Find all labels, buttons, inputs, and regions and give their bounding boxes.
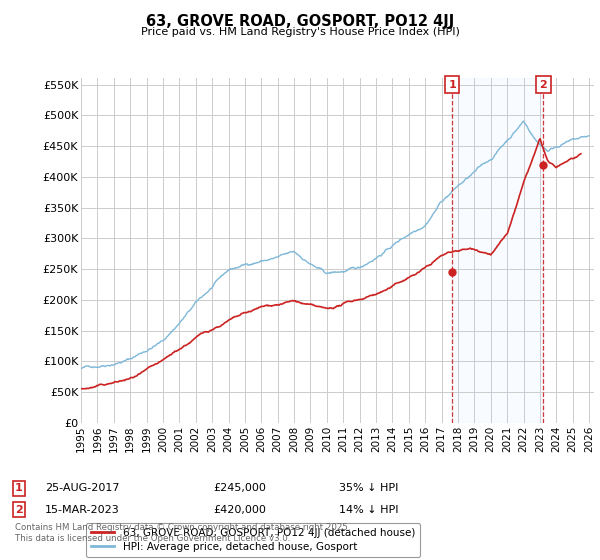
Text: Contains HM Land Registry data © Crown copyright and database right 2025.: Contains HM Land Registry data © Crown c…	[15, 523, 350, 532]
Text: 35% ↓ HPI: 35% ↓ HPI	[339, 483, 398, 493]
Text: £245,000: £245,000	[213, 483, 266, 493]
Text: 1: 1	[15, 483, 23, 493]
Text: Price paid vs. HM Land Registry's House Price Index (HPI): Price paid vs. HM Land Registry's House …	[140, 27, 460, 37]
Text: 15-MAR-2023: 15-MAR-2023	[45, 505, 120, 515]
Text: 14% ↓ HPI: 14% ↓ HPI	[339, 505, 398, 515]
Text: 2: 2	[539, 80, 547, 90]
Bar	[452, 78, 544, 423]
Legend: 63, GROVE ROAD, GOSPORT, PO12 4JJ (detached house), HPI: Average price, detached: 63, GROVE ROAD, GOSPORT, PO12 4JJ (detac…	[86, 522, 420, 557]
Text: This data is licensed under the Open Government Licence v3.0.: This data is licensed under the Open Gov…	[15, 534, 290, 543]
Text: 25-AUG-2017: 25-AUG-2017	[45, 483, 119, 493]
Text: 63, GROVE ROAD, GOSPORT, PO12 4JJ: 63, GROVE ROAD, GOSPORT, PO12 4JJ	[146, 14, 454, 29]
Text: 1: 1	[448, 80, 456, 90]
Text: £420,000: £420,000	[213, 505, 266, 515]
Text: 2: 2	[15, 505, 23, 515]
